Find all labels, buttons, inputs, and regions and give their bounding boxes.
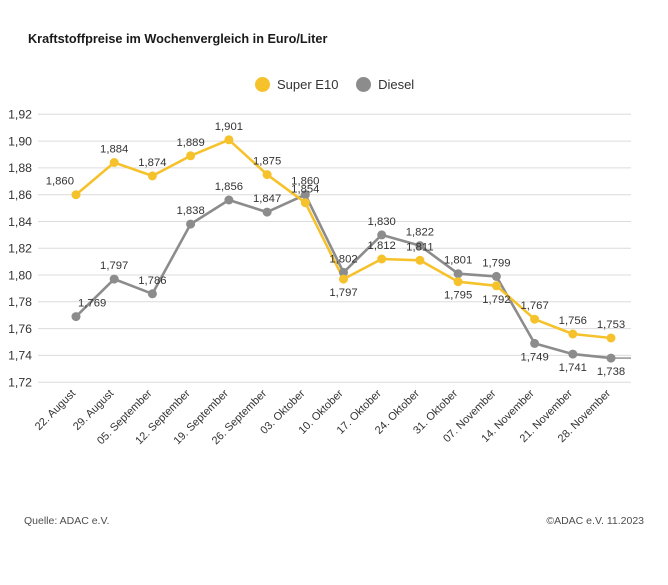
svg-text:1,749: 1,749 [520, 351, 548, 363]
svg-text:1,86: 1,86 [8, 188, 32, 202]
svg-text:1,830: 1,830 [368, 216, 396, 228]
svg-text:1,875: 1,875 [253, 156, 281, 168]
svg-text:22. August: 22. August [33, 388, 78, 433]
svg-text:1,74: 1,74 [8, 349, 32, 363]
svg-text:1,799: 1,799 [482, 257, 510, 269]
svg-text:1,838: 1,838 [176, 205, 204, 217]
svg-text:1,802: 1,802 [329, 253, 357, 265]
svg-text:1,72: 1,72 [8, 376, 32, 390]
svg-text:1,82: 1,82 [8, 242, 32, 256]
svg-text:1,856: 1,856 [215, 181, 243, 193]
svg-text:1,90: 1,90 [8, 134, 32, 148]
svg-text:1,847: 1,847 [253, 193, 281, 205]
svg-text:1,801: 1,801 [444, 255, 472, 267]
svg-text:1,792: 1,792 [482, 294, 510, 306]
svg-text:1,88: 1,88 [8, 161, 32, 175]
svg-text:1,741: 1,741 [559, 362, 587, 374]
svg-text:1,797: 1,797 [100, 260, 128, 272]
svg-text:1,860: 1,860 [46, 176, 74, 188]
svg-text:1,80: 1,80 [8, 268, 32, 282]
svg-text:1,753: 1,753 [597, 319, 625, 331]
svg-text:1,889: 1,889 [176, 137, 204, 149]
svg-text:1,822: 1,822 [406, 227, 434, 239]
svg-text:1,797: 1,797 [329, 287, 357, 299]
svg-text:1,76: 1,76 [8, 322, 32, 336]
svg-text:1,795: 1,795 [444, 290, 472, 302]
svg-text:1,84: 1,84 [8, 215, 32, 229]
svg-text:1,78: 1,78 [8, 295, 32, 309]
svg-text:1,769: 1,769 [78, 298, 106, 310]
svg-text:1,767: 1,767 [520, 300, 548, 312]
svg-text:1,756: 1,756 [559, 315, 587, 327]
svg-text:1,738: 1,738 [597, 366, 625, 378]
svg-text:1,92: 1,92 [8, 108, 32, 122]
svg-text:1,811: 1,811 [406, 241, 433, 253]
svg-text:1,854: 1,854 [291, 184, 319, 196]
svg-text:1,874: 1,874 [138, 157, 166, 169]
svg-text:1,901: 1,901 [215, 121, 243, 133]
svg-text:1,812: 1,812 [368, 240, 396, 252]
svg-text:1,786: 1,786 [138, 275, 166, 287]
svg-text:1,884: 1,884 [100, 144, 128, 156]
